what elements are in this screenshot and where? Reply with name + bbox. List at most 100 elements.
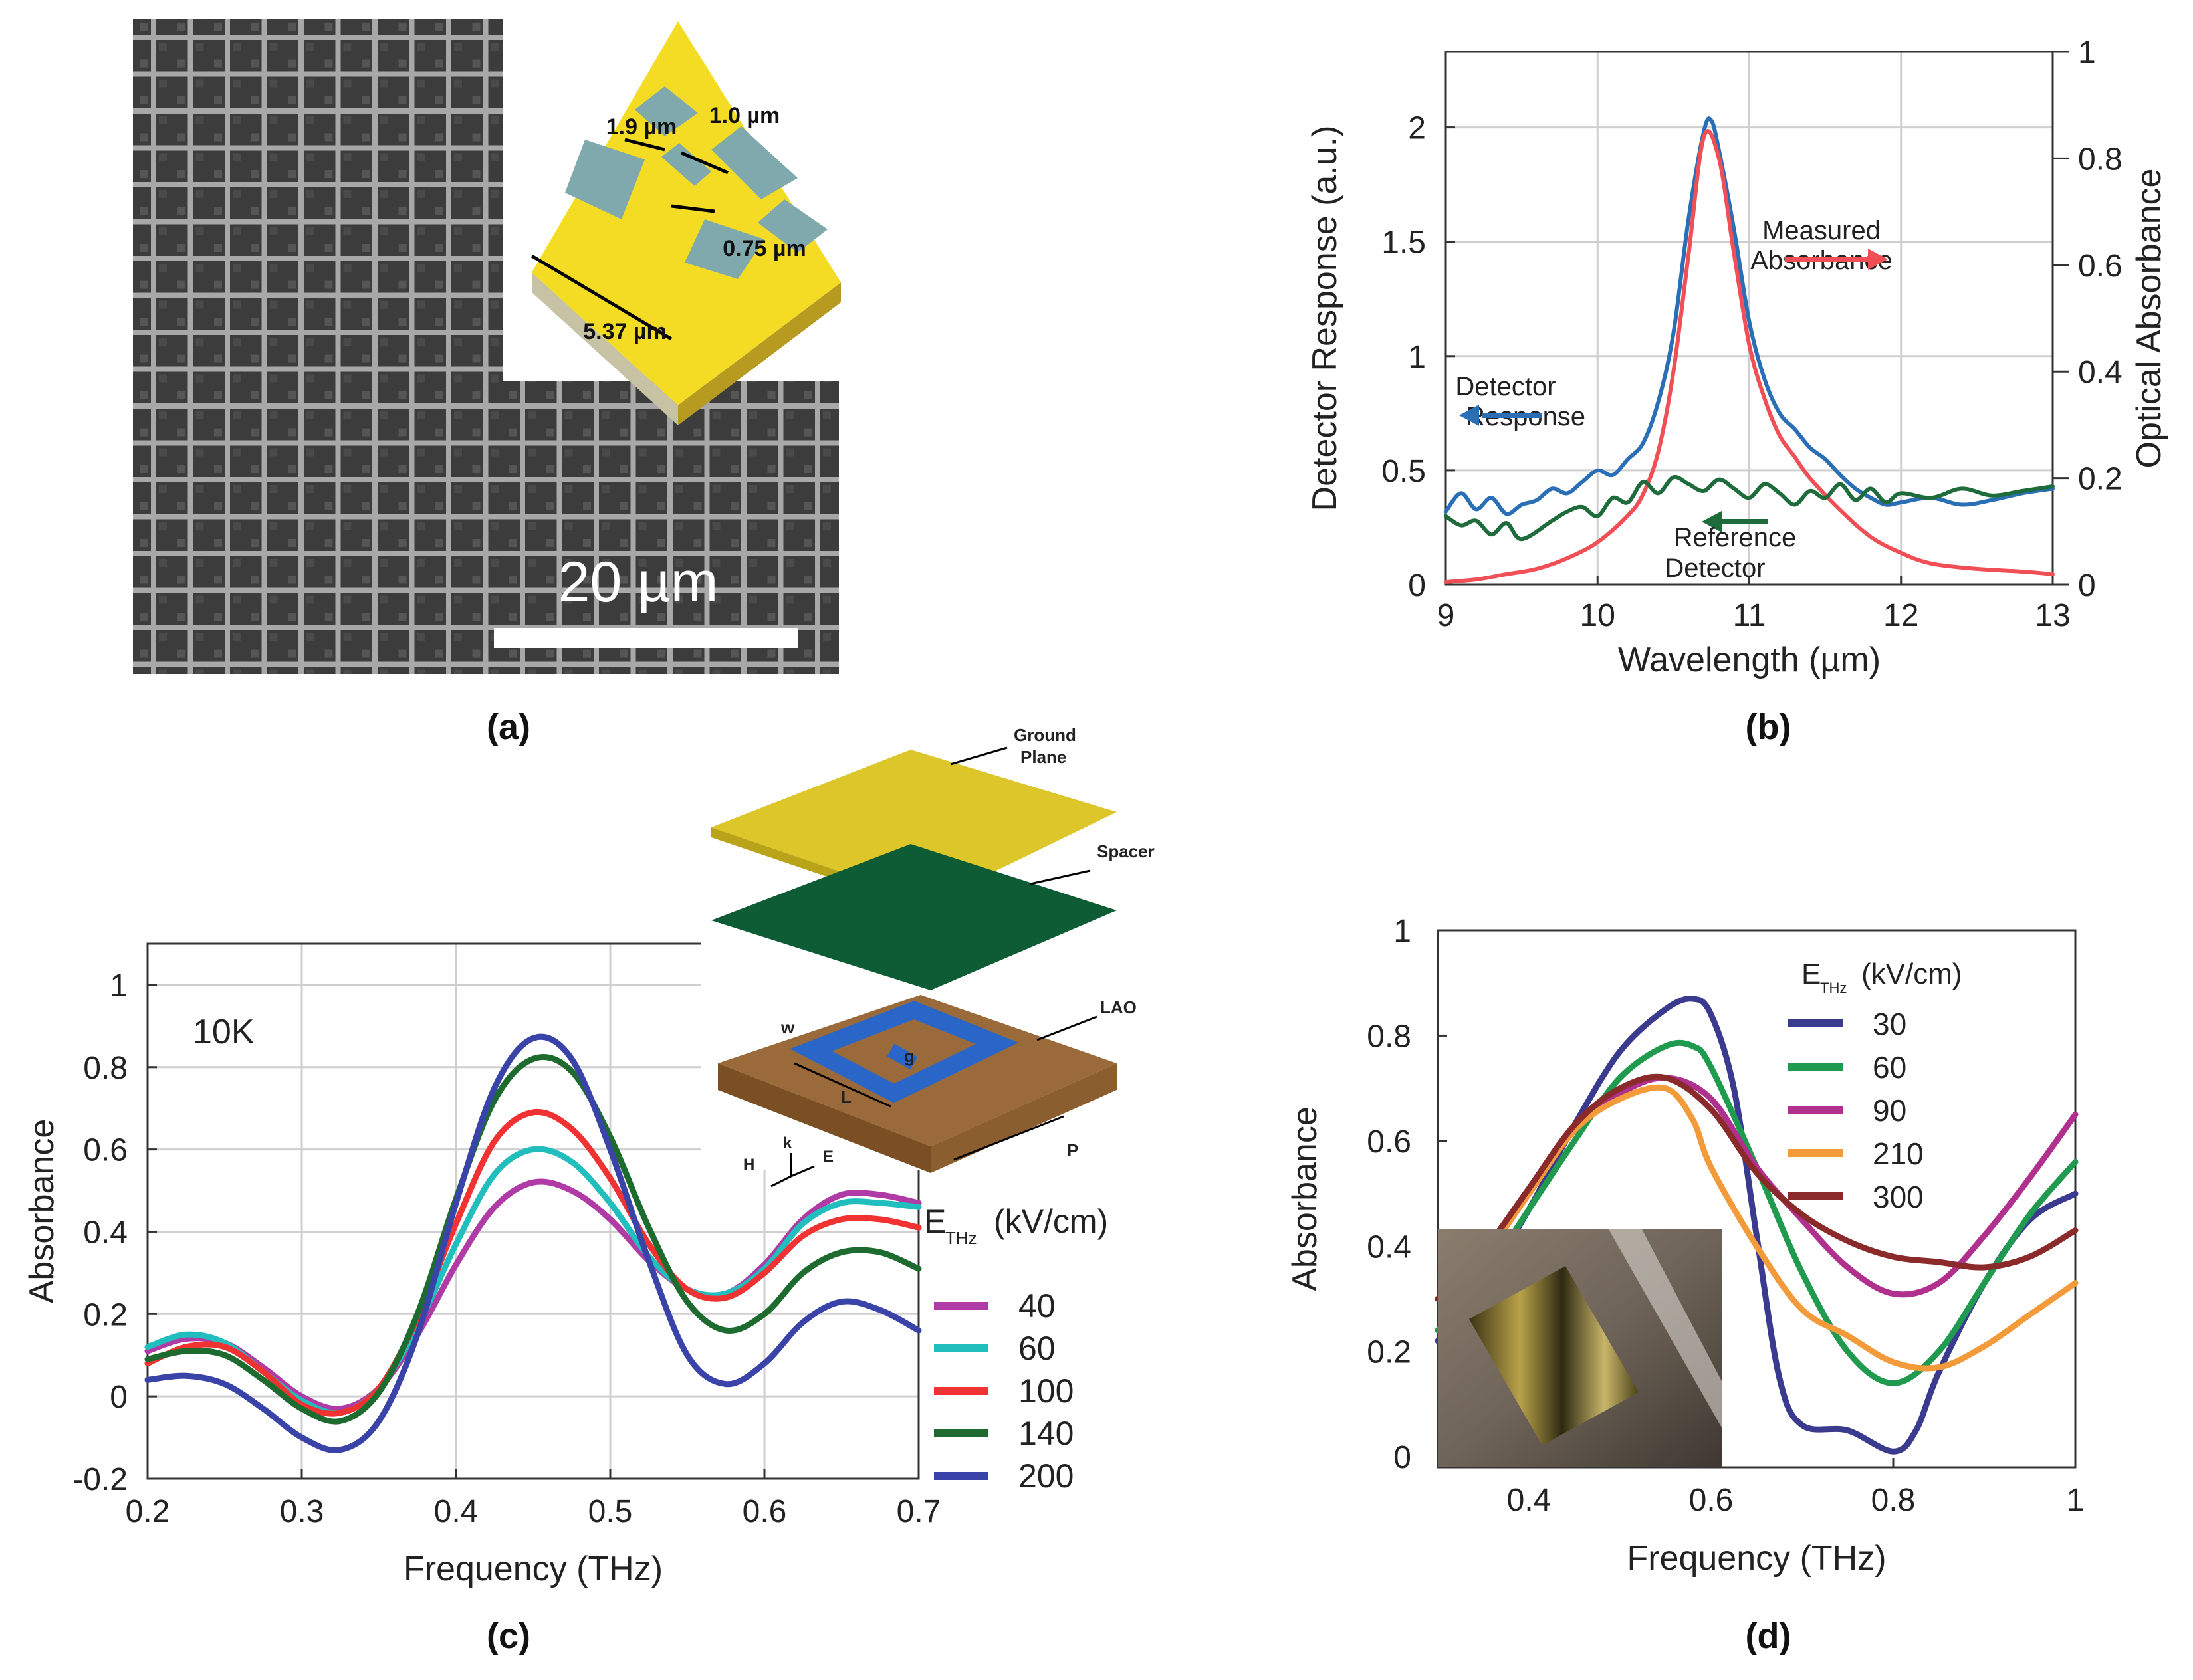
b-annotation-measured-1: Measured: [1762, 216, 1881, 245]
d-legend-title-sub: THz: [1820, 980, 1847, 996]
spacer-layer: [711, 844, 1117, 990]
d-legend-label-90: 90: [1873, 1093, 1906, 1128]
c-series-200: [144, 1033, 922, 1453]
axis-H-label: H: [743, 1156, 754, 1174]
d-ytick-label-3: 0.6: [1367, 1124, 1411, 1160]
dim-period-label: 5.37 µm: [583, 319, 666, 344]
b-ytick-label-0: 0: [1408, 568, 1426, 603]
d-ytick-label-4: 0.8: [1367, 1019, 1411, 1054]
cross-center: [661, 143, 711, 186]
c-xtick-label-3: 0.5: [588, 1494, 633, 1529]
d-legend-label-300: 300: [1873, 1180, 1924, 1214]
spacer-leader: [1030, 869, 1091, 885]
chart-b: 9 10 11 12 1300.511.5200.20.40.60.81Waveleng…: [1306, 35, 2168, 679]
c-legend-label-100: 100: [1018, 1372, 1074, 1410]
dim-L-arrow: [794, 1062, 891, 1108]
pad-left: [565, 140, 645, 219]
lao-label: LAO: [1100, 998, 1137, 1017]
b-arrowhead-measured: [1868, 249, 1888, 270]
b-xtick-label-3: 12: [1883, 598, 1918, 633]
c-legend-label-60: 60: [1018, 1330, 1056, 1367]
c-ylabel: Absorbance: [23, 1119, 61, 1304]
panel-d: 0.4 0.6 0.8 1 0 0.2 0.4 0.6 0.8 1 Frequency (THz) A…: [1286, 914, 2084, 1656]
d-series-60: [1435, 1039, 2079, 1386]
unit-cell-side-right: [678, 282, 841, 425]
dim-arrow-period: [530, 254, 673, 341]
c-legend-title-unit: (kV/cm): [994, 1203, 1108, 1240]
dim-w-label: w: [780, 1017, 795, 1037]
lao-front: [718, 1063, 931, 1173]
lao-top: [718, 995, 1117, 1146]
dim-arrow-pad: [671, 204, 715, 213]
b-xtick-label-2: 11: [1733, 598, 1766, 633]
b-xtick-label-4: 13: [2035, 598, 2070, 633]
c-legend-title-sub: THz: [945, 1228, 977, 1248]
axis-H-line: [770, 1175, 792, 1188]
c-xtick-label-2: 0.4: [434, 1494, 479, 1529]
c-ytick-label-4: 0.6: [83, 1133, 128, 1168]
axis-k-label: k: [783, 1134, 792, 1152]
c-legend-entries: 40 60 100 140 200: [934, 1287, 1074, 1495]
b-series-reference-detector: [1444, 474, 2055, 542]
unit-cell-side-left: [532, 272, 678, 425]
d-legend-entries: 30 60 90 210 300: [1788, 1007, 1924, 1214]
glass-rod: [1609, 1229, 1722, 1429]
scale-bar-label: 20 µm: [558, 550, 719, 614]
d-ytick-label-1: 0.2: [1367, 1335, 1411, 1370]
ground-plane-label-1: Ground: [1014, 725, 1076, 745]
c-xtick-label-0: 0.2: [126, 1494, 170, 1529]
b-annotation-reference-2: Detector: [1665, 554, 1765, 583]
b-y2tick-label-3: 0.6: [2078, 249, 2123, 284]
b-ylabel: Detector Response (a.u.): [1306, 126, 1344, 512]
c-legend-title-e: E: [924, 1203, 946, 1240]
lao-leader: [1036, 1015, 1097, 1041]
unit-cell-inset: 1.0 µm 1.9 µm 0.75 µm 5.37 µm: [530, 21, 841, 425]
b-xtick-label-0: 9: [1437, 598, 1455, 633]
dim-pad-label: 0.75 µm: [723, 236, 806, 261]
b-y2tick-label-4: 0.8: [2078, 142, 2123, 177]
ground-plane-label-2: Plane: [1020, 747, 1066, 767]
c-plot-frame: [146, 942, 920, 1480]
pad-bottom: [685, 219, 764, 279]
c-xtick-label-1: 0.3: [280, 1494, 324, 1529]
panel-c: 0.2 0.3 0.4 0.5 0.6 0.7 -0.2 0 0.2 0.4 0.6 0.8 1 Freq…: [23, 725, 1167, 1656]
b-y2tick-label-5: 1: [2078, 35, 2096, 70]
d-xtick-label-3: 1: [2067, 1483, 2085, 1518]
c-legend-label-200: 200: [1018, 1457, 1074, 1495]
c-series-100: [144, 1108, 922, 1417]
c-ytick-label-1: 0: [110, 1380, 128, 1415]
dim-arrow-gap: [681, 151, 729, 175]
d-legend-title-e: E: [1801, 958, 1821, 990]
c-xlabel: Frequency (THz): [404, 1550, 663, 1588]
dim-P-arrow: [953, 1115, 1064, 1161]
dim-P-label: P: [1067, 1140, 1078, 1160]
d-legend-title-unit: (kV/cm): [1861, 958, 1962, 990]
c-ytick-label-0: -0.2: [72, 1462, 128, 1497]
b-y2tick-label-2: 0.4: [2078, 355, 2123, 390]
pad-right-lower: [758, 199, 828, 253]
d-xlabel: Frequency (THz): [1627, 1539, 1886, 1578]
b-ytick-label-1: 0.5: [1381, 454, 1426, 489]
c-legend-label-140: 140: [1018, 1415, 1074, 1452]
d-xtick-label-2: 0.8: [1871, 1483, 1916, 1518]
dim-arm-label: 1.9 µm: [606, 114, 677, 140]
d-legend: E THz (kV/cm) 30 60 90 210 300: [1788, 958, 1962, 1214]
axis-E-label: E: [823, 1148, 834, 1166]
ground-plane-leader: [950, 746, 1008, 766]
panel-a: 20 µm 1.0 µm 1.9 µm 0.75 µm 5.37 µm (a): [133, 19, 841, 747]
c-ytick-label-2: 0.2: [83, 1297, 128, 1332]
d-legend-label-30: 30: [1873, 1007, 1906, 1041]
d-legend-label-210: 210: [1873, 1136, 1924, 1171]
c-ytick-label-6: 1: [110, 968, 128, 1003]
srr-ring: [790, 1001, 1019, 1103]
ground-plane-layer: [711, 750, 1117, 902]
d-series-300: [1435, 1073, 2079, 1302]
dim-L-label: L: [841, 1087, 852, 1107]
d-photo-inset: [1438, 1229, 1722, 1467]
d-ytick-label-0: 0: [1393, 1440, 1411, 1475]
b-series-detector-response: [1444, 116, 2055, 516]
panel-b-label: (b): [1746, 707, 1791, 747]
b-ytick-label-3: 1.5: [1381, 225, 1426, 261]
d-legend-label-60: 60: [1873, 1050, 1906, 1085]
